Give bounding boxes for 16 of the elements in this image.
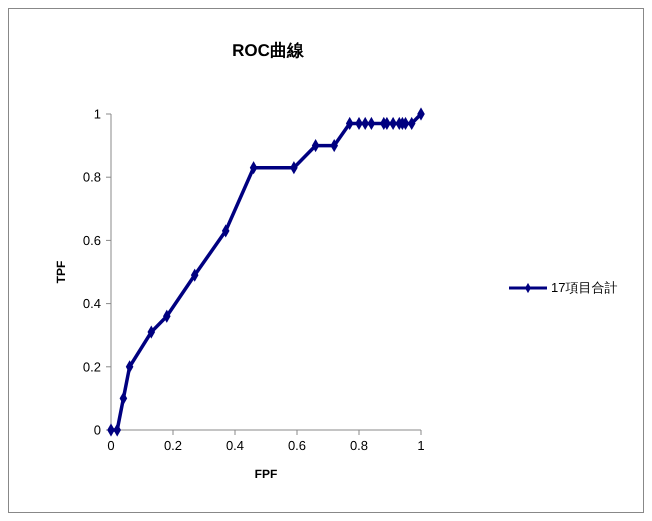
x-tick-label: 0.6	[288, 438, 306, 453]
y-tick-label: 0.4	[82, 296, 101, 312]
y-axis-title: TPF	[54, 260, 68, 284]
x-axis-title: FPF	[254, 467, 278, 481]
y-tick-label: 0.8	[82, 170, 101, 185]
x-tick-label: 0.4	[226, 438, 244, 453]
y-tick-label: 0	[94, 422, 101, 438]
y-tick-label: 0.2	[82, 359, 101, 374]
y-tick-label: 1	[94, 106, 101, 122]
x-tick-label: 1	[417, 438, 425, 453]
x-tick-label: 0.8	[350, 438, 368, 453]
x-tick-label: 0.2	[164, 438, 182, 453]
y-tick-label: 0.6	[82, 232, 101, 248]
legend-label: 17項目合計	[551, 280, 618, 295]
x-tick-label: 0	[107, 438, 115, 453]
chart-title: ROC曲線	[232, 41, 305, 60]
